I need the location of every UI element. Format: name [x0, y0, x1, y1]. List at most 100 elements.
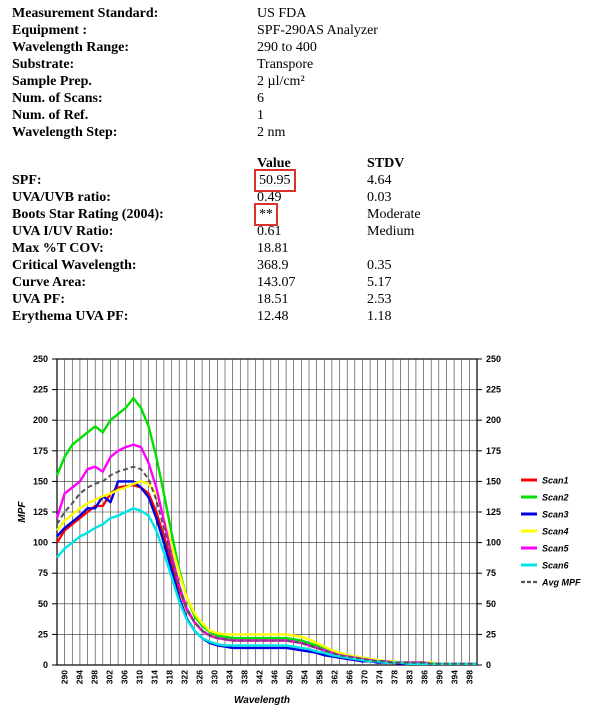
- info-value: 2 nm: [257, 125, 286, 140]
- x-tick-label: 310: [135, 670, 145, 684]
- x-tick-label: 294: [75, 670, 85, 684]
- stdv-column-header: STDV: [367, 156, 405, 171]
- info-label: Substrate:: [12, 57, 75, 72]
- result-label: UVA I/UV Ratio:: [12, 224, 114, 239]
- result-stdv: 2.53: [367, 292, 392, 307]
- result-label: Erythema UVA PF:: [12, 309, 129, 324]
- result-stdv: 4.64: [367, 173, 392, 188]
- result-label: Critical Wavelength:: [12, 258, 137, 273]
- x-tick-label: 366: [345, 670, 355, 684]
- result-row: Boots Star Rating (2004): ** Moderate: [12, 203, 572, 226]
- info-row: Measurement Standard: US FDA: [12, 5, 572, 22]
- info-label: Wavelength Step:: [12, 125, 118, 140]
- info-row: Sample Prep. 2 µl/cm²: [12, 73, 572, 90]
- y-tick-label-right: 50: [486, 599, 496, 609]
- result-value: 50.95: [254, 169, 296, 192]
- y-tick-label-right: 0: [486, 660, 491, 670]
- info-value: SPF-290AS Analyzer: [257, 23, 378, 38]
- result-row: Erythema UVA PF: 12.48 1.18: [12, 308, 572, 325]
- y-tick-label-right: 25: [486, 629, 496, 639]
- x-tick-label: 306: [120, 670, 130, 684]
- x-tick-label: 346: [270, 670, 280, 684]
- series-line-avg-mpf: [56, 465, 477, 665]
- x-tick-label: 314: [150, 670, 160, 684]
- y-tick-label-right: 175: [486, 446, 501, 456]
- legend-label: Avg MPF: [541, 578, 581, 588]
- x-tick-label: 342: [255, 670, 265, 684]
- result-stdv: 0.35: [367, 258, 392, 273]
- x-tick-label: 374: [375, 670, 385, 684]
- info-value: US FDA: [257, 6, 307, 21]
- info-value: 6: [257, 91, 264, 106]
- x-tick-label: 386: [420, 670, 430, 684]
- y-tick-label-right: 100: [486, 538, 501, 548]
- x-tick-label: 378: [390, 670, 400, 684]
- y-tick-label: 100: [33, 538, 48, 548]
- result-stdv: 5.17: [367, 275, 392, 290]
- info-label: Equipment :: [12, 23, 88, 38]
- info-value: 1: [257, 108, 264, 123]
- x-tick-label: 326: [195, 670, 205, 684]
- legend-label: Scan2: [542, 493, 569, 503]
- result-value: 18.51: [257, 292, 289, 307]
- info-label: Wavelength Range:: [12, 40, 130, 55]
- legend-label: Scan4: [542, 527, 569, 537]
- result-stdv: 1.18: [367, 309, 392, 324]
- y-tick-label: 225: [33, 385, 48, 395]
- info-label: Num. of Ref.: [12, 108, 89, 123]
- result-stdv: 0.03: [367, 190, 392, 205]
- result-value: 0.61: [257, 224, 282, 239]
- legend-label: Scan5: [542, 544, 570, 554]
- y-tick-label: 175: [33, 446, 48, 456]
- x-tick-label: 354: [300, 670, 310, 684]
- result-value: **: [254, 203, 278, 226]
- y-tick-label: 50: [38, 599, 48, 609]
- info-row: Num. of Scans: 6: [12, 90, 572, 107]
- result-value: 143.07: [257, 275, 296, 290]
- x-tick-label: 358: [315, 670, 325, 684]
- info-row: Equipment : SPF-290AS Analyzer: [12, 22, 572, 39]
- legend-label: Scan1: [542, 476, 569, 486]
- y-axis-label: MPF: [17, 501, 28, 523]
- result-row: UVA/UVB ratio: 0.49 0.03: [12, 189, 572, 206]
- x-tick-label: 383: [405, 670, 415, 684]
- x-tick-label: 390: [435, 670, 445, 684]
- result-row: UVA I/UV Ratio: 0.61 Medium: [12, 223, 572, 240]
- legend-label: Scan3: [542, 510, 569, 520]
- legend-label: Scan6: [542, 561, 570, 571]
- result-stdv: Moderate: [367, 207, 421, 222]
- result-row: SPF: 50.95 4.64: [12, 169, 572, 192]
- info-label: Measurement Standard:: [12, 6, 159, 21]
- legend: Scan1 Scan2 Scan3 Scan4 Scan5 Scan6 Avg MPF: [521, 476, 581, 588]
- info-value: 2 µl/cm²: [257, 74, 305, 89]
- y-tick-label: 200: [33, 415, 48, 425]
- result-stdv: Medium: [367, 224, 415, 239]
- x-tick-label: 370: [360, 670, 370, 684]
- result-value: 12.48: [257, 309, 289, 324]
- y-tick-label-right: 250: [486, 354, 501, 364]
- x-tick-label: 302: [105, 670, 115, 684]
- info-row: Wavelength Range: 290 to 400: [12, 39, 572, 56]
- y-tick-label: 75: [38, 568, 48, 578]
- x-tick-label: 330: [210, 670, 220, 684]
- result-label: Curve Area:: [12, 275, 86, 290]
- y-tick-label-right: 125: [486, 507, 501, 517]
- x-tick-label: 334: [225, 670, 235, 684]
- y-tick-label-right: 200: [486, 415, 501, 425]
- result-label: Max %T COV:: [12, 241, 104, 256]
- x-tick-label: 362: [330, 670, 340, 684]
- result-label: UVA PF:: [12, 292, 66, 307]
- result-row: UVA PF: 18.51 2.53: [12, 291, 572, 308]
- value-column-header: Value: [257, 156, 291, 171]
- x-tick-label: 298: [90, 670, 100, 684]
- mpf-chart: 0 0 25 25 50 50 75 75 100 100 125 125 150 150 175 175 20…: [17, 354, 581, 706]
- y-tick-label-right: 150: [486, 476, 501, 486]
- result-label: Boots Star Rating (2004):: [12, 207, 164, 222]
- info-row: Wavelength Step: 2 nm: [12, 124, 572, 141]
- y-tick-label: 125: [33, 507, 48, 517]
- x-tick-label: 322: [180, 670, 190, 684]
- y-tick-label: 250: [33, 354, 48, 364]
- y-tick-label: 25: [38, 629, 48, 639]
- x-tick-label: 394: [450, 670, 460, 684]
- info-row: Num. of Ref. 1: [12, 107, 572, 124]
